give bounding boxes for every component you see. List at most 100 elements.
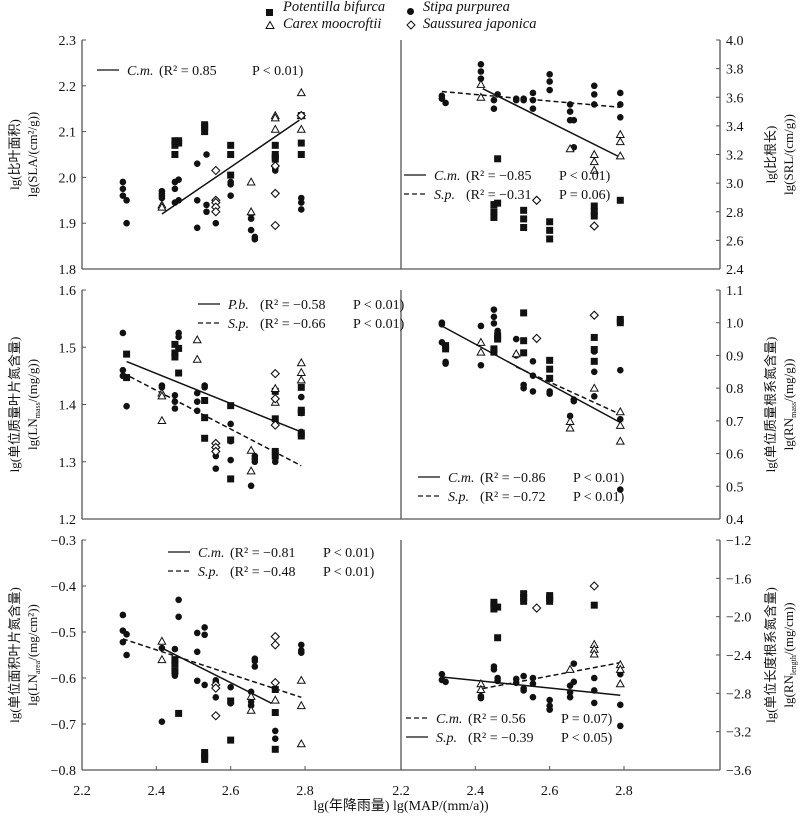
data-point-filled-circle: [271, 735, 279, 743]
data-point-filled-square: [171, 660, 179, 668]
x-axis-title: lg(年降雨量) lg(MAP/(mm/a)): [313, 798, 489, 814]
data-point-filled-circle: [490, 313, 498, 321]
data-point-filled-circle: [442, 99, 449, 107]
data-point-filled-square: [520, 309, 528, 317]
data-point-open-triangle: [296, 357, 306, 367]
data-point-open-triangle: [589, 149, 599, 158]
fit-legend-species: S.p.: [436, 731, 457, 746]
data-point-filled-square: [546, 218, 554, 226]
data-point-open-triangle: [270, 383, 280, 392]
data-point-filled-circle: [297, 641, 305, 649]
data-point-open-diamond: [589, 310, 600, 320]
data-point-open-triangle: [246, 445, 256, 454]
data-point-filled-circle: [171, 405, 179, 412]
data-point-filled-circle: [175, 176, 182, 183]
y-tick-label: −2.0: [726, 611, 751, 626]
fit-legend-entry: C.m. (R² = −0.85 P < 0.01): [404, 169, 611, 184]
data-point-filled-square: [546, 365, 554, 373]
data-point-filled-circle: [297, 393, 305, 401]
data-point-filled-circle: [616, 701, 624, 709]
fit-legend-species: C.m.: [434, 169, 460, 184]
data-point-filled-circle: [494, 327, 501, 335]
data-point-filled-square: [171, 141, 179, 149]
data-point-open-triangle: [246, 206, 256, 216]
data-point-open-triangle: [296, 738, 306, 748]
data-point-filled-circle: [227, 700, 234, 707]
data-point-open-triangle: [246, 691, 256, 700]
data-point-filled-circle: [119, 329, 127, 337]
fit-legend-species: C.m.: [127, 64, 153, 79]
data-point-filled-square: [175, 139, 183, 147]
y-tick-label: 0.6: [726, 448, 744, 463]
data-point-filled-square: [171, 656, 179, 664]
data-point-open-triangle: [157, 636, 167, 645]
data-point-filled-circle: [529, 388, 537, 395]
data-point-filled-square: [490, 201, 498, 209]
data-point-filled-square: [494, 199, 502, 207]
fit-legend-r2: (R² = −0.66: [260, 317, 326, 332]
data-point-filled-square: [171, 353, 179, 361]
data-point-open-diamond: [296, 110, 307, 121]
data-point-filled-circle: [193, 398, 201, 405]
x-tick-label: 2.2: [392, 784, 410, 799]
data-point-filled-square: [297, 383, 305, 391]
y-axis-title: lg(比根长) lg(SRL/(cm/g)): [763, 114, 796, 195]
data-point-filled-square: [175, 369, 183, 377]
fit-legend-p: P < 0.01): [252, 64, 304, 79]
data-point-filled-square: [590, 333, 598, 341]
data-point-filled-circle: [490, 306, 498, 313]
y-tick-label: −0.3: [51, 534, 76, 549]
data-point-filled-circle: [590, 699, 598, 707]
data-point-open-diamond: [589, 581, 600, 591]
data-point-open-diamond: [531, 195, 542, 206]
data-point-filled-circle: [201, 631, 208, 639]
filled-circle-marker-icon: [407, 8, 414, 15]
fit-legend-entry: C.m. (R² = −0.86 P < 0.01): [418, 471, 625, 486]
data-point-filled-square: [175, 709, 183, 717]
fit-legend-r2: (R² = 0.85: [159, 64, 217, 79]
data-point-filled-circle: [546, 390, 553, 398]
data-point-filled-circle: [251, 657, 259, 665]
data-point-filled-circle: [227, 683, 234, 691]
data-point-filled-circle: [123, 631, 130, 638]
data-point-filled-square: [520, 597, 528, 605]
data-point-filled-square: [546, 374, 554, 382]
y-axis-title-line: lg(比叶面积): [7, 119, 22, 190]
data-point-filled-circle: [297, 194, 305, 202]
data-point-filled-square: [494, 155, 502, 163]
fit-legend-r2: (R² = −0.58: [260, 298, 326, 313]
legend-stipa-purpurea: Stipa purpurea: [423, 0, 510, 15]
data-point-filled-square: [520, 206, 528, 214]
data-point-filled-square: [227, 736, 235, 744]
data-point-open-diamond: [211, 446, 221, 457]
y-tick-label: 1.9: [59, 217, 77, 232]
data-point-filled-circle: [212, 465, 220, 472]
y-tick-label: −0.7: [51, 718, 76, 733]
data-point-open-triangle: [192, 334, 202, 344]
data-point-filled-circle: [570, 116, 578, 124]
fit-legend-entry: S.p. (R² = −0.39 P < 0.05): [406, 731, 613, 746]
data-point-filled-circle: [201, 384, 208, 391]
fit-legend-r2: (R² = −0.48: [230, 565, 296, 580]
fit-legend-species: C.m.: [448, 471, 474, 486]
data-point-open-triangle: [615, 664, 625, 673]
data-point-filled-circle: [193, 629, 201, 637]
data-point-filled-circle: [616, 486, 624, 493]
fit-legend-species: C.m.: [436, 712, 462, 727]
data-point-filled-circle: [438, 95, 446, 102]
data-point-filled-square: [227, 171, 235, 179]
data-point-filled-circle: [616, 89, 624, 97]
data-point-filled-circle: [201, 624, 208, 631]
data-point-open-triangle: [615, 420, 625, 429]
fit-line-cm: [161, 119, 300, 215]
data-point-filled-circle: [590, 348, 598, 355]
y-tick-label: −0.8: [51, 764, 76, 779]
data-point-open-triangle: [476, 92, 486, 101]
filled-square-marker-icon: [266, 9, 273, 16]
data-point-filled-square: [442, 345, 450, 353]
data-point-open-triangle: [270, 113, 280, 122]
panel-ln_area: −0.8 −0.7 −0.6 −0.5 −0.4 −0.3 lg(单位面积叶片氮含量) lg(…: [7, 534, 402, 779]
data-point-filled-circle: [490, 320, 498, 327]
fit-legend-species: S.p.: [434, 188, 455, 203]
data-point-filled-circle: [158, 644, 166, 652]
